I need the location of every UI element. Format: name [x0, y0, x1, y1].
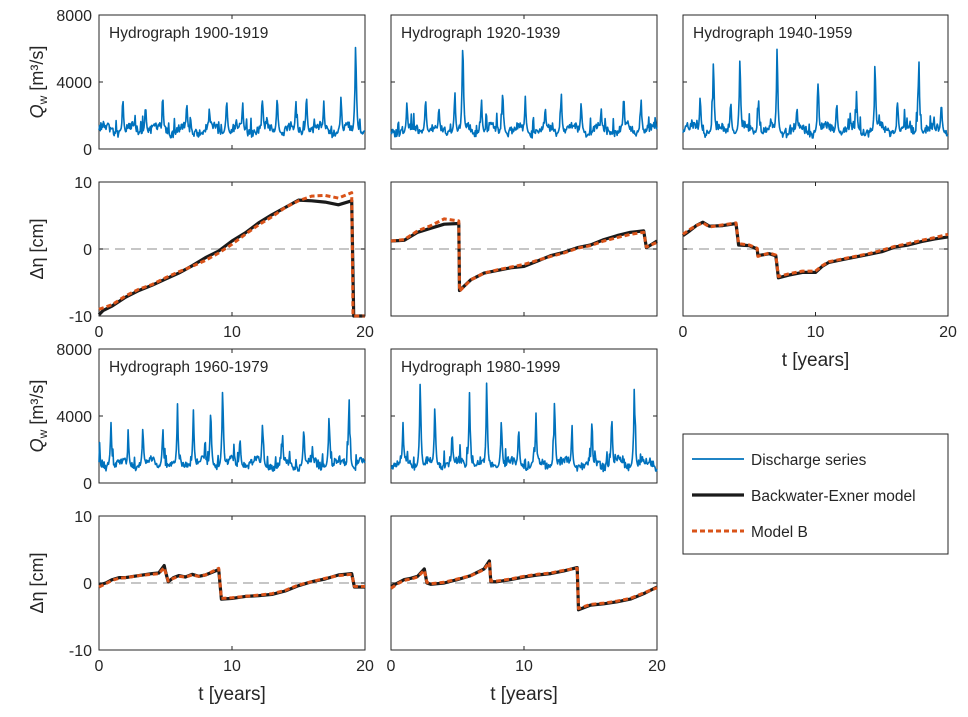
bed-change-ytick-label: 0 [83, 576, 92, 593]
bed-change-xtick-label: 20 [648, 658, 666, 675]
chart-panel-2: Hydrograph 1920-1939 [390, 14, 658, 317]
bed-change-ytick-label: -10 [69, 643, 92, 660]
discharge-series-line [98, 46, 366, 139]
legend-model-b-label: Model B [751, 524, 808, 541]
model-b-series-line [98, 191, 365, 318]
bed-change-xtick-label: 0 [387, 658, 396, 675]
bed-change-xtick-label: 10 [515, 658, 533, 675]
q-axis-units: [m³/s] [27, 380, 47, 430]
chart-panel-5: Hydrograph 1980-1999 0 10 20 t [years] [387, 348, 666, 705]
legend: Discharge series Backwater-Exner model Mod… [682, 433, 949, 555]
bed-change-xtick-label: 0 [95, 324, 104, 341]
discharge-series-line [98, 391, 366, 472]
model-b-series-line [390, 217, 658, 293]
exner-series-line [390, 221, 658, 293]
discharge-ytick-label: 8000 [56, 8, 92, 25]
bed-change-xtick-label: 20 [356, 324, 374, 341]
bed-change-ytick-label: 10 [74, 175, 92, 192]
legend-exner-label: Backwater-Exner model [751, 488, 916, 505]
bed-change-xtick-label: 10 [807, 324, 825, 341]
discharge-series-line [390, 49, 658, 139]
discharge-series-line [390, 382, 658, 473]
hydrograph-title: Hydrograph 1940-1959 [693, 25, 852, 42]
discharge-ytick-label: 4000 [56, 75, 92, 92]
x-axis-label: t [years] [782, 350, 850, 371]
hydrograph-title: Hydrograph 1900-1919 [109, 25, 268, 42]
q-axis-label: Qw [m³/s] [27, 46, 50, 119]
x-axis-label: t [years] [198, 684, 266, 705]
chart-panel-3: Hydrograph 1940-1959 0 10 20 t [years] [679, 14, 957, 371]
bed-change-xtick-label: 10 [223, 324, 241, 341]
bed-change-ytick-label: 0 [83, 242, 92, 259]
bed-change-ytick-label: 10 [74, 509, 92, 526]
discharge-series-line [682, 48, 949, 139]
bed-change-xtick-label: 20 [356, 658, 374, 675]
x-axis-label: t [years] [490, 684, 558, 705]
dz-axis-label: Δη [cm] [27, 552, 47, 613]
hydrograph-title: Hydrograph 1980-1999 [401, 359, 560, 376]
bed-change-xtick-label: 0 [679, 324, 688, 341]
q-axis-label: Qw [m³/s] [27, 380, 50, 453]
dz-axis-label: Δη [cm] [27, 218, 47, 279]
q-axis-subscript: w [36, 95, 50, 105]
discharge-ytick-label: 4000 [56, 409, 92, 426]
discharge-ytick-label: 8000 [56, 342, 92, 359]
q-axis-subscript: w [36, 429, 50, 439]
bed-change-ytick-label: -10 [69, 309, 92, 326]
hydrograph-title: Hydrograph 1960-1979 [109, 359, 268, 376]
q-axis-symbol: Q [27, 104, 47, 118]
bed-change-xtick-label: 0 [95, 658, 104, 675]
exner-series-line [97, 198, 365, 318]
hydrograph-title: Hydrograph 1920-1939 [401, 25, 560, 42]
discharge-ytick-label: 0 [83, 142, 92, 159]
bed-change-xtick-label: 20 [939, 324, 957, 341]
q-axis-units: [m³/s] [27, 46, 47, 96]
exner-series-line [682, 220, 949, 280]
q-axis-symbol: Q [27, 438, 47, 452]
bed-change-xtick-label: 10 [223, 658, 241, 675]
model-b-series-line [390, 560, 658, 610]
legend-discharge-label: Discharge series [751, 452, 867, 469]
model-b-series-line [98, 566, 365, 600]
discharge-ytick-label: 0 [83, 476, 92, 493]
